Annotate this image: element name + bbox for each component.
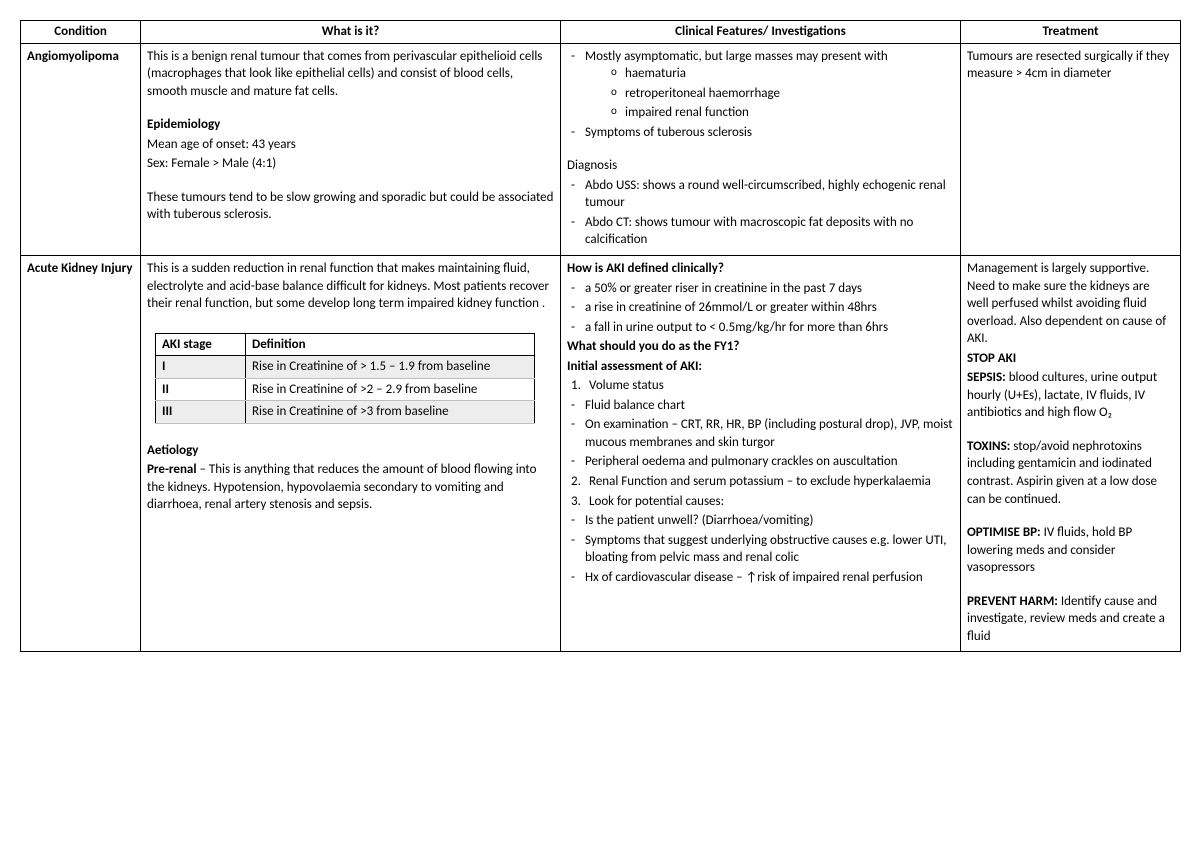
list-item: impaired renal function <box>585 104 954 122</box>
text: – This is anything that reduces the amou… <box>147 462 537 512</box>
what-cell: This is a benign renal tumour that comes… <box>141 43 561 255</box>
label: OPTIMISE BP: <box>967 525 1041 540</box>
list-item: a 50% or greater riser in creatinine in … <box>567 280 954 298</box>
optimise-bp-line: OPTIMISE BP: IV fluids, hold BP lowering… <box>967 524 1174 577</box>
sepsis-line: SEPSIS: blood cultures, urine output hou… <box>967 369 1174 422</box>
aki-stage-table: AKI stage Definition IRise in Creatinine… <box>155 333 535 424</box>
condition-name: Angiomyolipoma <box>21 43 141 255</box>
toxins-line: TOXINS: stop/avoid nephrotoxins includin… <box>967 438 1174 508</box>
treatment-cell: Management is largely supportive. Need t… <box>961 256 1181 652</box>
clinical-cell: Mostly asymptomatic, but large masses ma… <box>561 43 961 255</box>
list-item: Volume status <box>567 377 954 395</box>
stop-aki-heading: STOP AKI <box>967 350 1174 368</box>
table-row: Angiomyolipoma This is a benign renal tu… <box>21 43 1181 255</box>
list-item: On examination – CRT, RR, HR, BP (includ… <box>567 416 954 451</box>
list-item: Renal Function and serum potassium – to … <box>567 473 954 491</box>
header-treatment: Treatment <box>961 21 1181 44</box>
list-item: retroperitoneal haemorrhage <box>585 85 954 103</box>
condition-name: Acute Kidney Injury <box>21 256 141 652</box>
list-item: Abdo USS: shows a round well-circumscrib… <box>567 177 954 212</box>
list-item: Fluid balance chart <box>567 397 954 415</box>
list-item: haematuria <box>585 65 954 83</box>
stage-def: Rise in Creatinine of >2 – 2.9 from base… <box>246 378 535 401</box>
label: PREVENT HARM: <box>967 594 1058 609</box>
epi-line: Mean age of onset: 43 years <box>147 136 554 154</box>
epi-line: Sex: Female > Male (4:1) <box>147 155 554 173</box>
header-clinical: Clinical Features/ Investigations <box>561 21 961 44</box>
treatment-cell: Tumours are resected surgically if they … <box>961 43 1181 255</box>
subheading: Initial assessment of AKI: <box>567 358 954 376</box>
header-condition: Condition <box>21 21 141 44</box>
header-what: What is it? <box>141 21 561 44</box>
aetiology-prerenal: Pre-renal – This is anything that reduce… <box>147 461 554 514</box>
table-row: Acute Kidney Injury This is a sudden red… <box>21 256 1181 652</box>
stage-cell: II <box>156 378 246 401</box>
question: How is AKI defined clinically? <box>567 260 954 278</box>
epidemiology-heading: Epidemiology <box>147 116 554 134</box>
list-item: Symptoms of tuberous sclerosis <box>567 124 954 142</box>
header-row: Condition What is it? Clinical Features/… <box>21 21 1181 44</box>
list-item: a fall in urine output to < 0.5mg/kg/hr … <box>567 319 954 337</box>
conditions-table: Condition What is it? Clinical Features/… <box>20 20 1181 652</box>
list-item: Mostly asymptomatic, but large masses ma… <box>567 48 954 122</box>
list-item: Abdo CT: shows tumour with macroscopic f… <box>567 214 954 249</box>
description: This is a benign renal tumour that comes… <box>147 48 554 101</box>
stage-cell: III <box>156 401 246 424</box>
list-item: Peripheral oedema and pulmonary crackles… <box>567 453 954 471</box>
stage-cell: I <box>156 356 246 379</box>
list-item: a rise in creatinine of 26mmol/L or grea… <box>567 299 954 317</box>
description: These tumours tend to be slow growing an… <box>147 189 554 224</box>
prevent-harm-line: PREVENT HARM: Identify cause and investi… <box>967 593 1174 646</box>
list-item: Look for potential causes: <box>567 493 954 511</box>
question: What should you do as the FY1? <box>567 338 954 356</box>
stage-header: AKI stage <box>156 333 246 356</box>
label: SEPSIS: <box>967 370 1006 385</box>
clinical-cell: How is AKI defined clinically? a 50% or … <box>561 256 961 652</box>
label: Pre-renal <box>147 462 197 477</box>
stage-def: Rise in Creatinine of > 1.5 – 1.9 from b… <box>246 356 535 379</box>
text: Mostly asymptomatic, but large masses ma… <box>585 49 888 64</box>
list-item: Symptoms that suggest underlying obstruc… <box>567 532 954 567</box>
aetiology-heading: Aetiology <box>147 442 554 460</box>
what-cell: This is a sudden reduction in renal func… <box>141 256 561 652</box>
description: This is a sudden reduction in renal func… <box>147 260 554 313</box>
label: TOXINS: <box>967 439 1010 454</box>
list-item: Is the patient unwell? (Diarrhoea/vomiti… <box>567 512 954 530</box>
stage-def: Rise in Creatinine of >3 from baseline <box>246 401 535 424</box>
stage-header: Definition <box>246 333 535 356</box>
diagnosis-heading: Diagnosis <box>567 157 954 175</box>
text: Management is largely supportive. Need t… <box>967 260 1174 348</box>
list-item: Hx of cardiovascular disease – ↑risk of … <box>567 569 954 587</box>
